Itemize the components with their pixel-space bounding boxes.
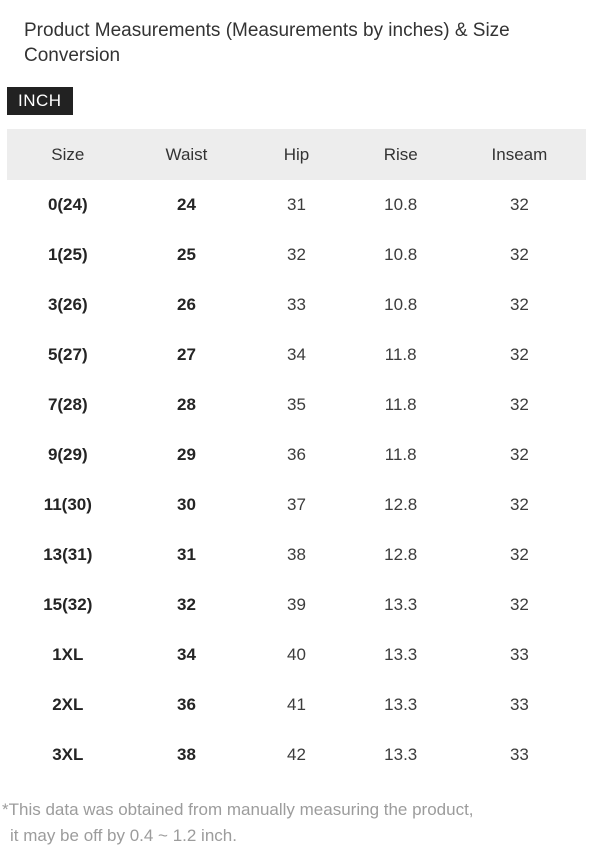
table-cell: 0(24) — [47, 195, 88, 214]
table-row: 15(32) 32 39 13.3 32 — [7, 580, 586, 630]
column-header-hip: Hip — [283, 144, 310, 164]
table-cell: 32 — [509, 545, 529, 564]
table-cell: 32 — [287, 245, 306, 264]
table-cell: 32 — [509, 295, 529, 314]
table-cell: 29 — [177, 445, 196, 464]
table-cell: 11(30) — [43, 495, 92, 514]
table-cell: 11.8 — [384, 395, 417, 414]
table-row: 3XL 38 42 13.3 33 — [7, 730, 586, 780]
table-row: 11(30) 30 37 12.8 32 — [7, 480, 586, 530]
table-cell: 31 — [287, 195, 306, 214]
table-cell: 27 — [177, 345, 196, 364]
footnote: *This data was obtained from manually me… — [2, 797, 615, 849]
table-cell: 42 — [287, 745, 306, 764]
table-cell: 28 — [177, 395, 196, 414]
table-cell: 11.8 — [384, 345, 417, 364]
table-cell: 10.8 — [384, 295, 418, 314]
column-header-rise: Rise — [383, 144, 418, 164]
table-cell: 7(28) — [47, 395, 88, 414]
table-cell: 25 — [177, 245, 196, 264]
table-cell: 32 — [509, 495, 529, 514]
table-row: 13(31) 31 38 12.8 32 — [7, 530, 586, 580]
table-row: 1(25) 25 32 10.8 32 — [7, 230, 586, 280]
table-cell: 37 — [287, 495, 306, 514]
table-cell: 10.8 — [384, 245, 418, 264]
table-cell: 33 — [509, 745, 529, 764]
table-cell: 32 — [509, 345, 529, 364]
table-row: 2XL 36 41 13.3 33 — [7, 680, 586, 730]
column-header-inseam: Inseam — [491, 144, 548, 164]
table-cell: 33 — [287, 295, 306, 314]
table-cell: 3XL — [52, 745, 84, 764]
table-cell: 15(32) — [43, 595, 93, 614]
table-cell: 26 — [177, 295, 196, 314]
table-cell: 38 — [177, 745, 196, 764]
size-measurement-table: Size Waist Hip Rise Inseam 0(24) 24 31 10.8 32 1(… — [7, 129, 586, 780]
table-cell: 12.8 — [384, 495, 418, 514]
table-cell: 13.3 — [384, 745, 418, 764]
table-row: 1XL 34 40 13.3 33 — [7, 630, 586, 680]
table-cell: 9(29) — [47, 445, 88, 464]
table-cell: 34 — [287, 345, 306, 364]
table-cell: 1(25) — [47, 245, 88, 264]
table-row: 0(24) 24 31 10.8 32 — [7, 180, 586, 230]
table-cell: 33 — [509, 695, 529, 714]
table-cell: 32 — [509, 395, 529, 414]
table-cell: 30 — [177, 495, 196, 514]
table-cell: 32 — [177, 595, 196, 614]
footnote-line-1: *This data was obtained from manually me… — [2, 800, 474, 819]
table-row: 9(29) 29 36 11.8 32 — [7, 430, 586, 480]
table-cell: 13(31) — [43, 545, 93, 564]
table-cell: 32 — [509, 195, 529, 214]
table-cell: 38 — [287, 545, 306, 564]
table-cell: 36 — [287, 445, 306, 464]
table-cell: 1XL — [52, 645, 84, 664]
table-cell: 39 — [287, 595, 306, 614]
table-cell: 33 — [509, 645, 529, 664]
footnote-line-2: it may be off by 0.4 ~ 1.2 inch. — [10, 826, 237, 845]
table-cell: 12.8 — [384, 545, 418, 564]
unit-badge-inch[interactable]: INCH — [7, 87, 73, 115]
table-row: 3(26) 26 33 10.8 32 — [7, 280, 586, 330]
table-cell: 5(27) — [47, 345, 88, 364]
column-header-waist: Waist — [165, 144, 208, 164]
table-cell: 32 — [509, 595, 529, 614]
table-cell: 10.8 — [384, 195, 418, 214]
table-header-row: Size Waist Hip Rise Inseam — [7, 129, 586, 180]
table-cell: 13.3 — [384, 695, 418, 714]
column-header-size: Size — [51, 144, 85, 164]
table-cell: 3(26) — [47, 295, 88, 314]
page-title: Product Measurements (Measurements by in… — [24, 20, 510, 66]
table-cell: 32 — [509, 445, 529, 464]
table-cell: 40 — [287, 645, 306, 664]
table-cell: 32 — [509, 245, 529, 264]
table-cell: 13.3 — [384, 595, 418, 614]
table-cell: 11.8 — [384, 445, 417, 464]
table-cell: 2XL — [52, 695, 84, 714]
table-row: 7(28) 28 35 11.8 32 — [7, 380, 586, 430]
table-cell: 13.3 — [384, 645, 418, 664]
table-cell: 35 — [287, 395, 306, 414]
table-cell: 31 — [177, 545, 196, 564]
table-row: 5(27) 27 34 11.8 32 — [7, 330, 586, 380]
table-cell: 36 — [177, 695, 196, 714]
table-cell: 34 — [177, 645, 196, 664]
table-cell: 41 — [287, 695, 306, 714]
table-cell: 24 — [177, 195, 196, 214]
